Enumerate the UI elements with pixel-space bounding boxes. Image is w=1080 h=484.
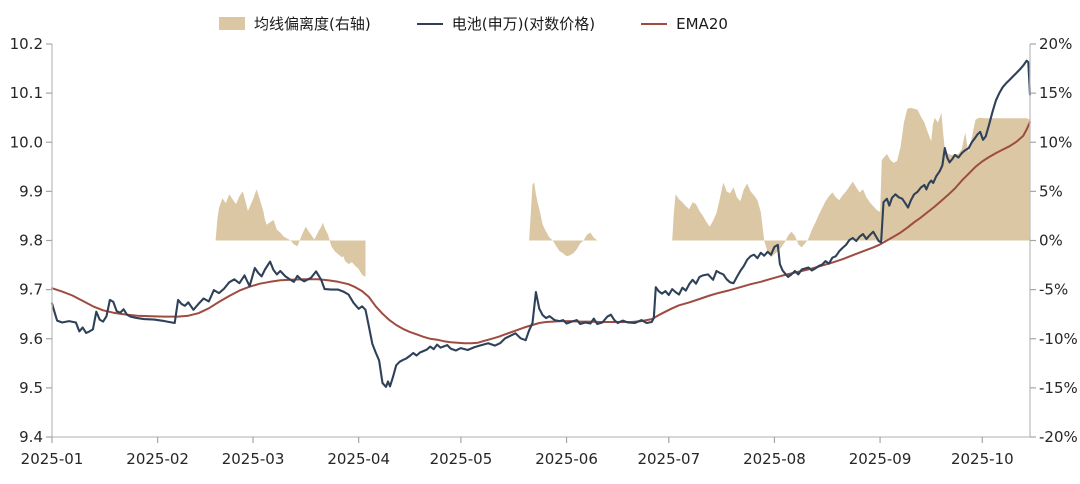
price-line <box>50 59 1032 388</box>
x-tick-label: 2025-01 <box>21 450 84 468</box>
legend-label-price: 电池(申万)(对数价格) <box>451 15 596 33</box>
deviation-area <box>215 189 366 277</box>
x-tick-label: 2025-04 <box>327 450 390 468</box>
right-tick-label: 5% <box>1039 182 1063 200</box>
legend-item-price: 电池(申万)(对数价格) <box>416 13 596 34</box>
legend-label-deviation: 均线偏离度(右轴) <box>254 15 371 33</box>
left-tick-label: 9.8 <box>19 232 43 250</box>
left-tick-label: 10.1 <box>10 84 43 102</box>
line-swatch-icon <box>416 22 443 25</box>
x-tick-label: 2025-03 <box>222 450 285 468</box>
x-tick-label: 2025-08 <box>743 450 806 468</box>
left-tick-label: 9.7 <box>19 281 43 299</box>
x-tick-label: 2025-10 <box>951 450 1014 468</box>
right-tick-label: -10% <box>1039 330 1078 348</box>
left-tick-label: 10.0 <box>10 133 43 151</box>
left-tick-label: 10.2 <box>10 35 43 53</box>
chart-legend: 均线偏离度(右轴) 电池(申万)(对数价格) EMA20 <box>219 13 728 34</box>
right-tick-label: -20% <box>1039 428 1078 446</box>
legend-item-ema20: EMA20 <box>641 15 728 33</box>
right-tick-label: 10% <box>1039 133 1072 151</box>
right-tick-label: -15% <box>1039 379 1078 397</box>
left-tick-label: 9.4 <box>19 428 43 446</box>
x-tick-label: 2025-05 <box>430 450 493 468</box>
ema20-line <box>51 121 1031 345</box>
deviation-area <box>529 182 598 257</box>
deviation-area <box>672 107 1030 258</box>
left-tick-label: 9.9 <box>19 182 43 200</box>
line-swatch-icon <box>641 22 668 25</box>
x-tick-label: 2025-02 <box>126 450 189 468</box>
right-tick-label: 20% <box>1039 35 1072 53</box>
legend-label-ema20: EMA20 <box>676 14 728 33</box>
x-tick-label: 2025-07 <box>637 450 700 468</box>
right-tick-label: -5% <box>1039 281 1068 299</box>
legend-item-deviation: 均线偏离度(右轴) <box>219 13 371 34</box>
left-tick-label: 9.5 <box>19 379 43 397</box>
x-tick-label: 2025-09 <box>849 450 912 468</box>
x-tick-label: 2025-06 <box>535 450 598 468</box>
right-tick-label: 0% <box>1039 232 1063 250</box>
area-swatch-icon <box>219 17 245 30</box>
left-tick-label: 9.6 <box>19 330 43 348</box>
right-tick-label: 15% <box>1039 84 1072 102</box>
